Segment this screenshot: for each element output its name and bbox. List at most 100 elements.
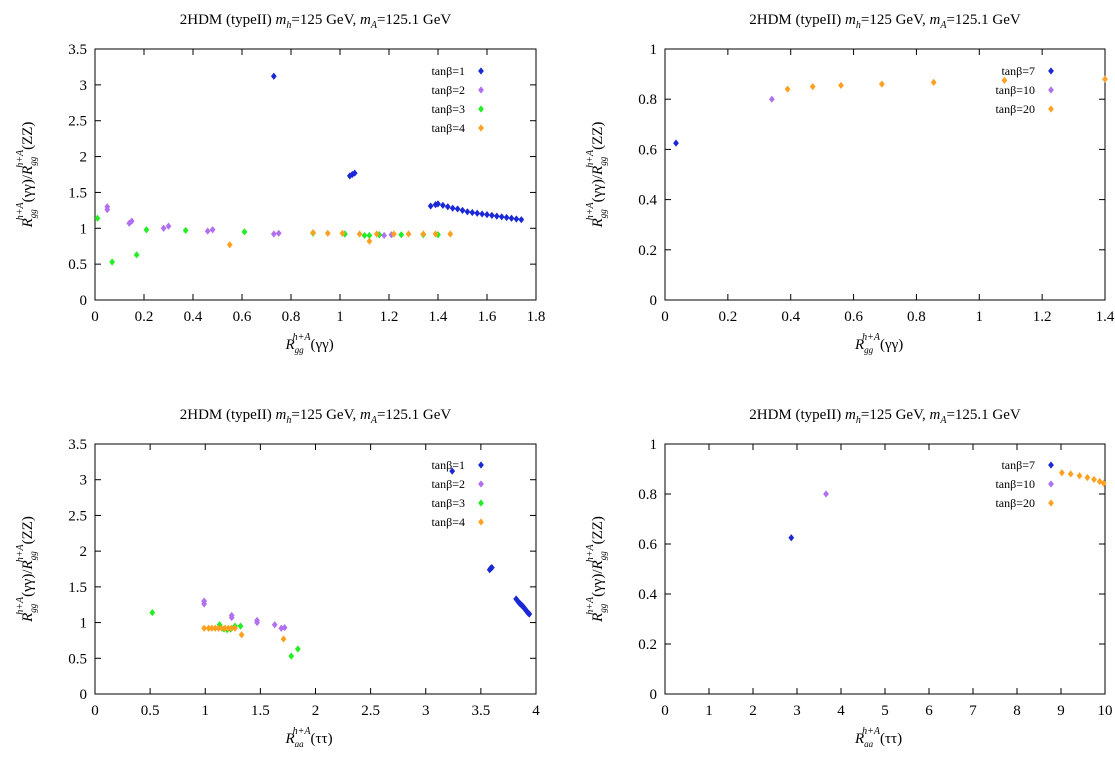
data-point-series-1 [270, 72, 277, 80]
x-tick-label: 0.8 [282, 309, 301, 325]
y-tick-label: 0 [80, 293, 88, 309]
legend-label: tanβ=1 [431, 458, 465, 472]
data-point-series-2 [275, 229, 282, 237]
data-point-series-1 [444, 203, 451, 211]
data-point-series-1 [503, 213, 510, 222]
data-point-series-3 [784, 85, 791, 93]
y-tick-label: 0.8 [638, 487, 657, 503]
data-point-series-2 [823, 490, 829, 498]
legend-label: tanβ=3 [431, 102, 465, 116]
x-tick-label: 1 [976, 309, 984, 325]
data-point-series-1 [474, 209, 481, 217]
data-point-series-3 [237, 622, 244, 630]
data-point-series-1 [508, 214, 515, 222]
data-point-series-4 [238, 631, 245, 639]
y-tick-label: 0.2 [638, 637, 657, 653]
data-point-series-2 [126, 219, 133, 227]
data-point-series-1 [493, 212, 500, 220]
data-point-series-3 [109, 258, 116, 266]
legend-label: tanβ=20 [995, 496, 1035, 510]
legend-label: tanβ=2 [431, 477, 465, 491]
x-tick-label: 0 [661, 309, 669, 325]
data-point-series-1 [513, 215, 520, 223]
y-tick-label: 0 [650, 293, 658, 309]
y-tick-label: 0.6 [638, 537, 657, 553]
chart-panel-4: 0 1 2 3 4 5 6 7 8 9 10 0 0.2 0.4 0.6 0.8 1 2HDM (typeII) … [585, 407, 1113, 749]
data-point-series-4 [405, 230, 412, 238]
x-tick-label: 0 [91, 703, 99, 719]
data-point-series-3 [149, 608, 156, 617]
data-point-series-4 [226, 241, 233, 249]
data-point-series-1 [440, 201, 446, 209]
legend-marker [1048, 480, 1054, 488]
x-tick-label: 5 [881, 703, 889, 719]
x-axis-label: Raah+A(ττ) [854, 726, 902, 749]
x-tick-label: 4 [532, 703, 540, 719]
x-tick-label: 0.6 [233, 309, 252, 325]
x-tick-label: 9 [1057, 703, 1065, 719]
x-tick-label: 3 [793, 703, 801, 719]
data-point-series-1 [427, 202, 434, 210]
legend-label: tanβ=4 [431, 515, 465, 529]
data-point-series-2 [270, 230, 277, 238]
y-axis-label: Rggh+A(γγ)/Rggh+A(ZZ) [585, 516, 608, 623]
data-point-series-1 [351, 169, 358, 177]
x-tick-label: 0.4 [184, 309, 203, 325]
data-point-series-4 [310, 228, 316, 237]
legend-marker [478, 499, 484, 507]
data-point-series-1 [464, 208, 471, 216]
data-point-series-3 [1100, 479, 1107, 487]
data-point-series-4 [366, 237, 373, 245]
data-point-series-3 [1076, 472, 1083, 480]
legend-marker [1048, 461, 1054, 469]
data-points [95, 72, 525, 266]
x-tick-label: 0.4 [781, 309, 800, 325]
chart-title: 2HDM (typeII) mh=125 GeV, mA=125.1 GeV [180, 407, 452, 426]
y-tick-label: 0 [80, 687, 88, 703]
data-points [149, 467, 533, 660]
y-tick-label: 0.5 [68, 651, 87, 667]
data-point-series-1 [498, 213, 505, 221]
data-point-series-3 [288, 652, 295, 660]
x-tick-label: 0.8 [907, 309, 926, 325]
data-point-series-1 [454, 205, 461, 213]
data-point-series-1 [788, 534, 795, 542]
data-point-series-1 [484, 211, 490, 219]
data-point-series-2 [271, 621, 278, 629]
x-tick-label: 1 [202, 703, 210, 719]
y-tick-label: 3.5 [68, 437, 87, 453]
data-point-series-2 [281, 623, 288, 632]
data-point-series-3 [1084, 473, 1091, 482]
data-point-series-2 [381, 231, 387, 240]
data-point-series-4 [222, 624, 228, 632]
x-tick-label: 1.2 [1033, 309, 1052, 325]
y-tick-label: 0.8 [638, 92, 657, 108]
plot-frame [664, 48, 1106, 301]
y-axis-label: Rggh+A(γγ)/Rggh+A(ZZ) [585, 122, 608, 229]
data-point-series-3 [878, 80, 885, 88]
y-tick-label: 1 [80, 221, 88, 237]
data-point-series-4 [324, 229, 331, 237]
x-tick-label: 0.5 [141, 703, 160, 719]
x-tick-label: 10 [1098, 703, 1113, 719]
legend-label: tanβ=3 [431, 496, 465, 510]
x-tick-label: 0 [91, 309, 99, 325]
data-point-series-2 [104, 206, 111, 214]
data-point-series-4 [228, 624, 235, 632]
legend-label: tanβ=10 [995, 477, 1035, 491]
plot-frame [94, 48, 537, 301]
legend-marker [478, 105, 484, 113]
x-tick-label: 1.4 [1096, 309, 1115, 325]
data-point-series-3 [1102, 75, 1108, 83]
legend-label: tanβ=20 [995, 102, 1035, 116]
data-point-series-4 [339, 229, 346, 237]
y-tick-label: 2.5 [68, 508, 87, 524]
y-tick-label: 3 [80, 473, 88, 489]
data-point-series-4 [420, 230, 427, 238]
x-tick-label: 1.8 [527, 309, 546, 325]
data-point-series-3 [361, 231, 368, 240]
x-tick-label: 3.5 [472, 703, 491, 719]
legend-marker [478, 480, 484, 488]
x-tick-label: 1.6 [478, 309, 497, 325]
